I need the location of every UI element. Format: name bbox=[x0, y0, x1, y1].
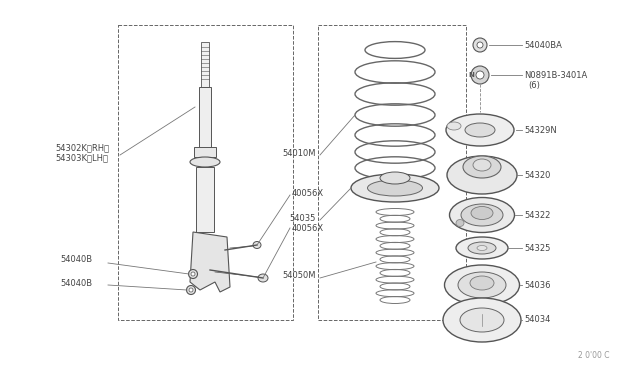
Ellipse shape bbox=[471, 206, 493, 219]
Text: 54303K〈LH〉: 54303K〈LH〉 bbox=[55, 154, 108, 163]
Text: 54320: 54320 bbox=[524, 170, 550, 180]
Ellipse shape bbox=[191, 272, 195, 276]
Bar bbox=[201, 42, 209, 87]
Ellipse shape bbox=[258, 274, 268, 282]
Ellipse shape bbox=[189, 288, 193, 292]
Ellipse shape bbox=[476, 71, 484, 79]
Text: 54034: 54034 bbox=[524, 315, 550, 324]
Ellipse shape bbox=[446, 114, 514, 146]
Bar bbox=[318, 25, 466, 320]
Ellipse shape bbox=[465, 123, 495, 137]
Text: 54302K〈RH〉: 54302K〈RH〉 bbox=[55, 144, 109, 153]
Text: 54040BA: 54040BA bbox=[524, 41, 562, 49]
Text: 54010M: 54010M bbox=[282, 148, 316, 157]
Text: 2 0'00 C: 2 0'00 C bbox=[579, 351, 610, 360]
Ellipse shape bbox=[443, 298, 521, 342]
Ellipse shape bbox=[461, 204, 503, 226]
Bar bbox=[194, 147, 216, 157]
Ellipse shape bbox=[468, 242, 496, 254]
Text: 54040B: 54040B bbox=[60, 256, 92, 264]
Ellipse shape bbox=[460, 308, 504, 332]
Ellipse shape bbox=[190, 157, 220, 167]
Ellipse shape bbox=[447, 122, 461, 130]
Ellipse shape bbox=[189, 269, 198, 279]
Bar bbox=[196, 167, 214, 232]
Text: 54035: 54035 bbox=[290, 214, 316, 222]
Ellipse shape bbox=[477, 246, 487, 250]
Text: N0891B-3401A: N0891B-3401A bbox=[524, 71, 588, 80]
Ellipse shape bbox=[380, 172, 410, 184]
Text: 54050M: 54050M bbox=[282, 272, 316, 280]
Text: 40056X: 40056X bbox=[292, 224, 324, 232]
Ellipse shape bbox=[456, 237, 508, 259]
Text: 54325: 54325 bbox=[524, 244, 550, 253]
Ellipse shape bbox=[463, 156, 501, 178]
Ellipse shape bbox=[471, 66, 489, 84]
Text: 54329N: 54329N bbox=[524, 125, 557, 135]
Ellipse shape bbox=[445, 265, 520, 305]
Text: 40056X: 40056X bbox=[292, 189, 324, 198]
Ellipse shape bbox=[473, 159, 491, 171]
Text: (6): (6) bbox=[528, 80, 540, 90]
Ellipse shape bbox=[456, 219, 464, 227]
Ellipse shape bbox=[253, 241, 261, 248]
Ellipse shape bbox=[447, 156, 517, 194]
Ellipse shape bbox=[458, 272, 506, 298]
Polygon shape bbox=[190, 232, 230, 292]
Ellipse shape bbox=[367, 180, 422, 196]
Bar bbox=[199, 87, 211, 147]
Ellipse shape bbox=[351, 174, 439, 202]
Ellipse shape bbox=[186, 285, 195, 295]
Ellipse shape bbox=[470, 276, 494, 290]
Text: 54036: 54036 bbox=[524, 280, 550, 289]
Bar bbox=[118, 25, 293, 320]
Text: N: N bbox=[468, 72, 474, 78]
Text: 54322: 54322 bbox=[524, 211, 550, 219]
Ellipse shape bbox=[449, 198, 515, 232]
Ellipse shape bbox=[473, 38, 487, 52]
Text: 54040B: 54040B bbox=[60, 279, 92, 288]
Ellipse shape bbox=[477, 42, 483, 48]
